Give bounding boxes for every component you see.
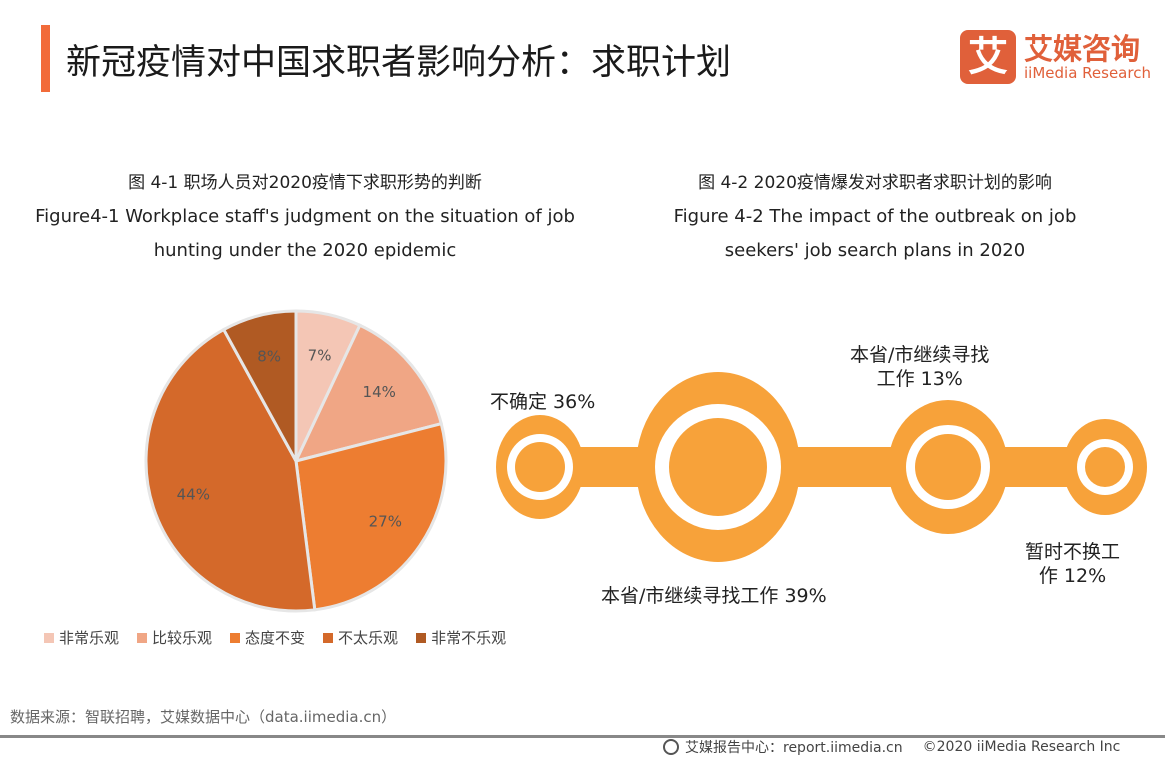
legend-label: 非常乐观: [59, 629, 120, 647]
legend-label: 比较乐观: [152, 629, 213, 647]
pie-legend: 非常乐观 比较乐观 态度不变 不太乐观 非常不乐观: [44, 627, 506, 648]
legend-swatch: [230, 632, 241, 643]
pie-label-3: 27%: [369, 513, 402, 531]
iimedia-logo: 艾 艾媒咨询 iiMedia Research: [960, 30, 1151, 86]
logo-mark: 艾: [960, 30, 1016, 84]
label-local-13-line2: 工作 13%: [876, 368, 963, 390]
legend-item: 非常乐观: [44, 627, 119, 648]
label-no-change-line1: 暂时不换工: [1025, 541, 1121, 563]
pie-label-5: 8%: [257, 347, 281, 365]
figure2-caption-cn: 图 4-2 2020疫情爆发对求职者求职计划的影响: [698, 173, 1052, 193]
pie-label-2: 14%: [363, 383, 396, 401]
legend-label: 非常不乐观: [431, 629, 507, 647]
legend-swatch: [137, 632, 148, 643]
pie-slice-4: [144, 327, 317, 613]
report-link[interactable]: 艾媒报告中心：report.iimedia.cn: [685, 740, 903, 756]
figure1-caption-en-2: hunting under the 2020 epidemic: [153, 240, 457, 261]
legend-item: 非常不乐观: [416, 627, 506, 648]
logo-en-text: iiMedia Research: [1024, 64, 1151, 82]
footer-divider: [0, 735, 1165, 738]
bubble-1-core: [515, 442, 565, 492]
globe-icon: [663, 739, 679, 755]
legend-label: 不太乐观: [338, 629, 399, 647]
bubble-2-core: [669, 418, 767, 516]
figure1-caption-cn: 图 4-1 职场人员对2020疫情下求职形势的判断: [128, 173, 482, 193]
legend-swatch: [323, 632, 334, 643]
label-local-39: 本省/市继续寻找工作 39%: [601, 585, 827, 607]
data-source: 数据来源：智联招聘，艾媒数据中心（data.iimedia.cn）: [10, 708, 397, 726]
figure1-caption: 图 4-1 职场人员对2020疫情下求职形势的判断 Figure4-1 Work…: [20, 166, 590, 268]
figure2-caption: 图 4-2 2020疫情爆发对求职者求职计划的影响 Figure 4-2 The…: [590, 166, 1160, 268]
label-local-13-line1: 本省/市继续寻找: [850, 344, 990, 366]
pie-label-4: 44%: [177, 485, 210, 503]
legend-item: 比较乐观: [137, 627, 212, 648]
pie-slice-2: [293, 323, 444, 464]
legend-swatch: [44, 632, 54, 643]
connector-band: [540, 447, 1105, 487]
logo-cn-text: 艾媒咨询: [1024, 32, 1141, 66]
figure2-caption-en-2: seekers' job search plans in 2020: [724, 240, 1026, 261]
figure1-caption-en-1: Figure4-1 Workplace staff's judgment on …: [35, 206, 575, 227]
copyright: ©2020 iiMedia Research Inc: [922, 739, 1121, 755]
bubble-3-core: [915, 434, 981, 500]
label-local-13: 本省/市继续寻找 工作 13%: [850, 343, 989, 391]
bubble-path-diagram: [496, 372, 1147, 562]
label-no-change-line2: 作 12%: [1038, 565, 1107, 587]
title-accent-bar: [41, 25, 50, 92]
figure2-caption-en-1: Figure 4-2 The impact of the outbreak on…: [673, 206, 1077, 227]
label-uncertain: 不确定 36%: [490, 391, 596, 413]
label-no-change: 暂时不换工 作 12%: [1025, 540, 1120, 588]
pie-chart: 7% 14% 27% 44% 8%: [144, 309, 448, 613]
legend-label: 态度不变: [245, 629, 306, 647]
pie-slice-5: [221, 309, 298, 462]
bubble-4-core: [1085, 447, 1125, 487]
legend-swatch: [416, 632, 427, 643]
pie-slice-3: [294, 421, 448, 612]
page-title: 新冠疫情对中国求职者影响分析：求职计划: [66, 43, 732, 83]
legend-item: 态度不变: [230, 627, 305, 648]
footer: 艾媒报告中心：report.iimedia.cn ©2020 iiMedia R…: [663, 737, 1120, 757]
legend-item: 不太乐观: [323, 627, 398, 648]
pie-label-1: 7%: [308, 347, 332, 365]
